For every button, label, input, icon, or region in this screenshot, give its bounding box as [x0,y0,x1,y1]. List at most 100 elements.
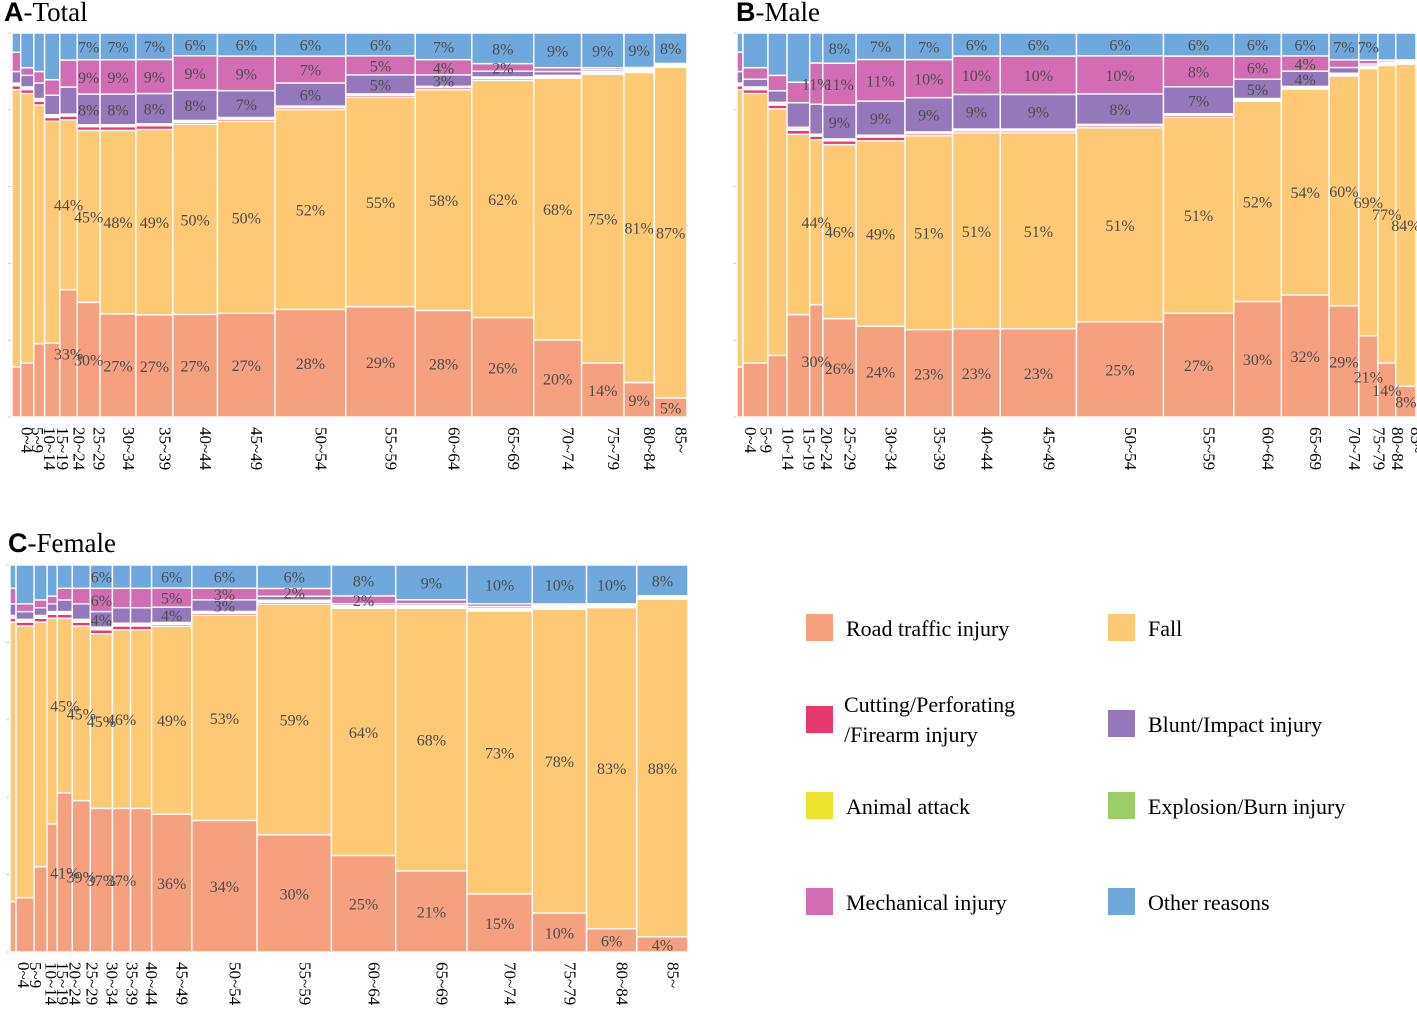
legend-item-road-traffic-injury: Road traffic injury [806,614,1009,641]
x-tick-label: 5~9 [26,962,45,988]
segment-label: 7% [433,39,454,56]
x-tick-label: 30~34 [102,962,121,1006]
legend-item-mechanical-injury: Mechanical injury [806,888,1007,915]
x-tick-label: 75~79 [560,962,579,1005]
legend-label: Blunt/Impact injury [1148,712,1322,737]
panel-title-text: -Total [24,0,88,27]
segment-label: 30% [802,354,831,371]
segment-label: 24% [866,365,895,382]
segment-mechanical-injury-15-19 [46,595,58,605]
segment-label: 9% [107,70,128,87]
x-tick-label: 15~19 [799,427,818,470]
segment-blunt-impact-injury-5-9 [742,78,769,88]
legend-swatch [1108,888,1135,915]
segment-label: 10% [545,577,574,594]
legend-swatch [1108,710,1135,737]
segment-label: 4% [652,937,673,954]
segment-label: 78% [545,754,574,771]
segment-mechanical-injury-70-74 [1328,59,1360,69]
segment-label: 20% [543,371,572,388]
segment-other-reasons-0-4 [11,32,22,53]
segment-road-traffic-injury-75-79 [531,912,588,953]
x-tick-label: 75~79 [1369,427,1388,470]
segment-other-reasons-80-84 [1377,32,1397,61]
segment-fall-10-14 [33,104,46,345]
segment-label: 51% [962,224,991,241]
segment-label: 84% [1391,218,1417,235]
legend-item-explosion-burn-injury: Explosion/Burn injury [1108,792,1345,819]
segment-fall-50-54 [1075,127,1165,323]
segment-blunt-impact-injury-20-24 [59,86,78,115]
segment-label: 69% [1354,195,1383,212]
segment-label: 26% [488,360,517,377]
segment-fall-75-79 [580,73,625,364]
legend-label: Road traffic injury [846,616,1009,641]
segment-label: 9% [829,115,850,132]
segment-label: 14% [588,383,617,400]
segment-fall-10-14 [33,621,48,868]
segment-road-traffic-injury-30-34 [855,325,906,418]
segment-label: 6% [214,570,235,587]
legend-swatch [806,888,833,915]
segment-label: 49% [157,713,186,730]
segment-road-traffic-injury-50-54 [191,819,258,953]
segment-blunt-impact-injury-40-44 [951,93,1001,130]
segment-mechanical-injury-50-54 [1075,55,1165,95]
segment-mechanical-injury-0-4 [9,587,17,605]
segment-label: 45% [50,699,79,716]
segment-fall-70-74 [533,77,583,341]
segment-label: 10% [545,926,574,943]
segment-fall-40-44 [951,132,1001,330]
segment-labels: 41%45%39%45%37%45%4%6%6%37%46%36%49%4%5%… [50,569,677,954]
segment-label: 21% [417,904,446,921]
segment-label: 9% [184,66,205,83]
segment-other-reasons-20-24 [808,32,824,64]
x-tick-label: 70~74 [559,427,578,471]
segment-label: 7% [236,97,257,114]
segment-label: 6% [1109,37,1130,54]
segment-label: 8% [353,573,374,590]
segment-label: 36% [157,876,186,893]
segment-label: 23% [1024,366,1053,383]
segment-label: 51% [1024,224,1053,241]
legend-item-animal-attack: Animal attack [806,792,970,819]
segment-label: 49% [140,215,169,232]
x-tick-label: 50~54 [311,427,330,471]
segment-blunt-impact-injury-20-24 [56,599,73,613]
segment-label: 55% [366,195,395,212]
segment-label: 45% [87,714,116,731]
x-tick-label: 35~39 [155,427,174,470]
segment-blunt-impact-injury-40-44 [172,89,219,122]
legend-swatch [806,706,833,733]
segment-label: 29% [1329,354,1358,371]
segment-label: 32% [1291,349,1320,366]
legend-label: Explosion/Burn injury [1148,794,1345,819]
segment-mechanical-injury-0-4 [11,51,22,73]
segment-label: 45% [67,706,96,723]
segment-label: 8% [1395,395,1416,412]
segment-label: 14% [1372,383,1401,400]
segment-other-reasons-5-9 [19,32,35,69]
x-tick-label: 80~84 [613,962,632,1006]
segment-label: 60% [1329,184,1358,201]
segment-blunt-impact-injury-25-29 [71,603,92,621]
segment-label: 68% [543,202,572,219]
segment-label: 73% [485,745,514,762]
panel-b-male: B-Male 30% 44% 11% 26% 46% 9% 11% 8% 24% 49% 9% 11% 7… [733,0,1417,471]
segment-label: 2% [492,60,513,77]
segment-other-reasons-25-29 [822,32,857,64]
segment-mechanical-injury-0-4 [736,51,744,73]
segment-mechanical-injury-5-9 [742,66,769,80]
panel-letter: B [736,0,756,27]
segment-label: 10% [914,72,943,89]
x-tick-label: 0~4 [14,962,33,989]
segment-other-reasons-75-79 [531,564,588,605]
segment-label: 6% [966,38,987,55]
x-tick-label: 45~49 [173,962,192,1005]
x-tick-label: 80~84 [1388,427,1407,471]
x-tick-label: 30~34 [119,427,138,471]
segment-label: 9% [870,111,891,128]
segment-label: 25% [1105,362,1134,379]
segment-label: 28% [429,357,458,374]
